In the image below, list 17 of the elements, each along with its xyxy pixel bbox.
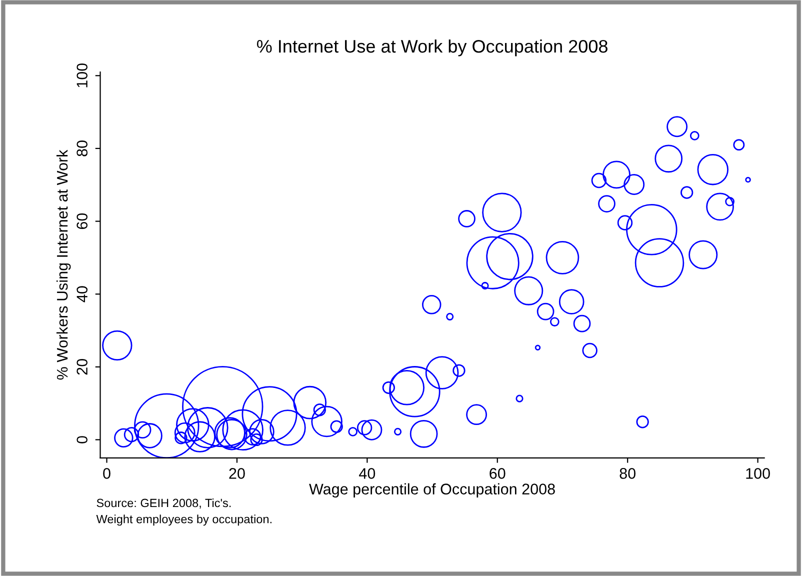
chart-title: % Internet Use at Work by Occupation 2008 (256, 39, 608, 56)
y-tick-label: 100 (76, 63, 88, 88)
x-axis-title: Wage percentile of Occupation 2008 (309, 483, 555, 498)
x-tick-label: 80 (620, 468, 636, 479)
y-tick-label: 60 (76, 213, 88, 229)
y-tick-label: 20 (76, 359, 88, 375)
y-axis-title: % Workers Using Internet at Work (56, 150, 71, 380)
x-tick-label: 0 (103, 468, 110, 479)
source-note: Source: GEIH 2008, Tic's. (96, 498, 231, 509)
text: Weight employees by occupation. (96, 514, 272, 526)
x-tick-label: 100 (746, 468, 770, 479)
y-tick-label: 40 (76, 286, 88, 302)
x-tick-label: 20 (229, 468, 245, 479)
y-tick-label: 0 (76, 436, 88, 444)
x-tick-label: 60 (490, 468, 506, 479)
y-tick-label: 80 (76, 140, 88, 156)
x-tick-label: 40 (359, 468, 376, 479)
